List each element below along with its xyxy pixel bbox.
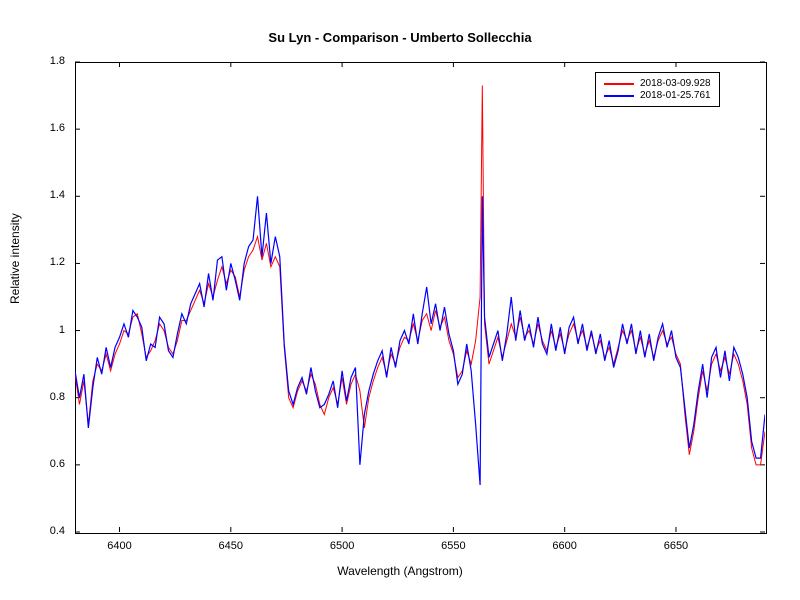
y-tick-label: 0.4	[0, 525, 65, 537]
x-tick-label: 6650	[656, 540, 696, 552]
x-tick-label: 6450	[211, 540, 251, 552]
legend-line-icon	[604, 83, 634, 85]
legend-item: 2018-03-09.928	[604, 78, 711, 89]
y-tick-label: 1.6	[0, 122, 65, 134]
series-line	[75, 86, 765, 465]
x-tick-label: 6550	[433, 540, 473, 552]
legend-line-icon	[604, 95, 634, 97]
x-tick-label: 6600	[545, 540, 585, 552]
y-tick-label: 1.4	[0, 189, 65, 201]
y-tick-label: 0.8	[0, 391, 65, 403]
x-tick-label: 6400	[100, 540, 140, 552]
x-tick-label: 6500	[322, 540, 362, 552]
y-tick-label: 0.6	[0, 458, 65, 470]
legend-label: 2018-01-25.761	[640, 90, 711, 101]
legend: 2018-03-09.9282018-01-25.761	[595, 72, 720, 107]
legend-item: 2018-01-25.761	[604, 90, 711, 101]
y-tick-label: 1.2	[0, 256, 65, 268]
series-line	[75, 196, 765, 485]
y-tick-label: 1	[0, 324, 65, 336]
y-tick-label: 1.8	[0, 55, 65, 67]
legend-label: 2018-03-09.928	[640, 78, 711, 89]
chart-container: Su Lyn - Comparison - Umberto Sollecchia…	[0, 0, 800, 600]
